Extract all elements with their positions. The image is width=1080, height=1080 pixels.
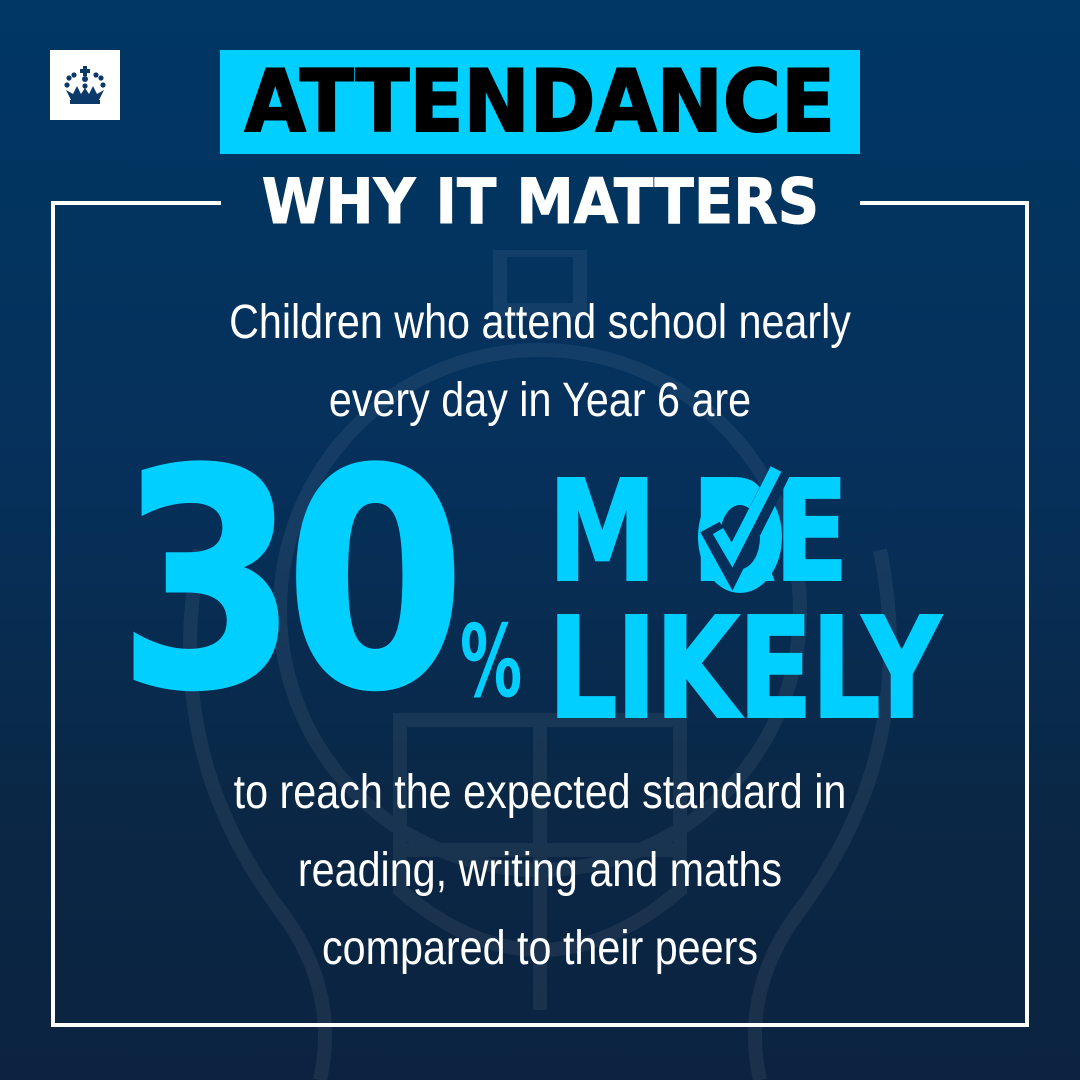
stat-number: 30 [116, 407, 466, 756]
outro-text: to reach the expected standard in readin… [127, 754, 953, 988]
stat-percent-sign: % [460, 603, 523, 720]
crown-icon [64, 66, 106, 104]
frame-border-top-left [51, 201, 221, 205]
stat-word-likely: LIKELY [547, 588, 942, 751]
royal-coat-of-arms-watermark [183, 250, 897, 1080]
frame-border-top-right [860, 201, 1029, 205]
intro-line: Children who attend school nearly [229, 296, 851, 349]
content-frame [51, 201, 1029, 1027]
intro-line: every day in Year 6 are [328, 374, 752, 427]
outro-line: compared to their peers [322, 922, 758, 975]
checkmark-icon [698, 462, 790, 593]
outro-line: reading, writing and maths [297, 844, 783, 897]
intro-text: Children who attend school nearly every … [127, 284, 953, 440]
page-subtitle: WHY IT MATTERS [261, 165, 820, 239]
page-title: ATTENDANCE [244, 52, 836, 152]
outro-line: to reach the expected standard in [233, 766, 847, 819]
title-banner: ATTENDANCE [220, 50, 860, 154]
gov-logo [50, 50, 120, 120]
